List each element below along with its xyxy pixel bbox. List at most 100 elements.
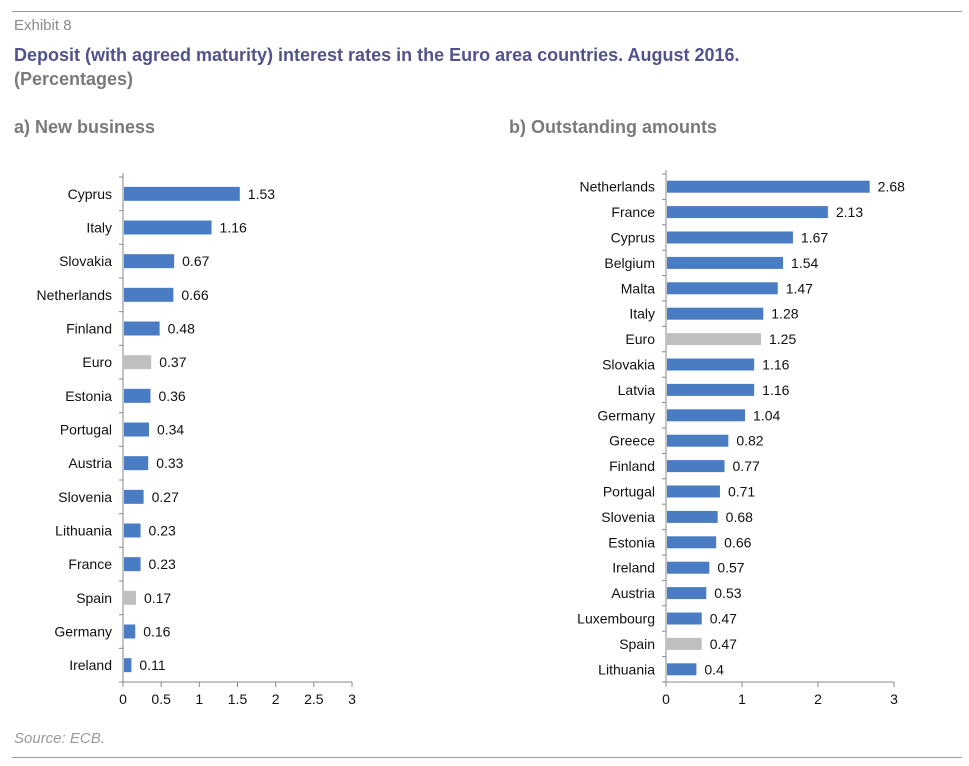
panel-b-data-label: 0.53 [714, 585, 741, 601]
panel-b-bar-germany [667, 409, 746, 422]
panel-a-category-label: France [68, 556, 112, 572]
panel-b-category-label: Latvia [618, 382, 656, 398]
panel-a-data-label: 0.66 [181, 287, 208, 303]
panel-b-bar-netherlands [667, 180, 870, 193]
panel-a-bar-cyprus [124, 186, 240, 201]
panel-a-bar-slovakia [124, 254, 175, 269]
panel-a-bar-france [124, 557, 141, 572]
panel-b-category-label: Spain [619, 636, 655, 652]
panel-a-category-label: Cyprus [68, 186, 112, 202]
panel-b-bar-lithuania [667, 663, 697, 676]
panel-b-data-label: 1.25 [769, 331, 796, 347]
panel-b-data-label: 1.16 [762, 382, 789, 398]
panel-a-bar-slovenia [124, 489, 144, 504]
panel-b-category-label: Malta [621, 280, 655, 296]
panel-a-x-tick-label: 2 [272, 691, 280, 707]
panel-b-bar-spain [667, 637, 702, 650]
panel-b-bar-belgium [667, 256, 784, 269]
panel-a-category-label: Germany [54, 624, 112, 640]
panel-b-data-label: 1.47 [786, 280, 813, 296]
panel-b-category-label: Netherlands [580, 179, 656, 195]
panel-b-category-label: Estonia [608, 534, 655, 550]
panel-b-data-label: 1.04 [753, 407, 780, 423]
panel-b-category-label: Finland [609, 458, 655, 474]
panel-b-category-label: Ireland [612, 560, 655, 576]
panel-b-bar-cyprus [667, 231, 793, 244]
panel-a-category-label: Austria [68, 455, 112, 471]
panel-a-bar-netherlands [124, 287, 174, 302]
panel-b-data-label: 0.66 [724, 534, 751, 550]
panel-b-data-label: 0.47 [710, 636, 737, 652]
panel-a-category-label: Euro [82, 354, 112, 370]
panel-b-data-label: 0.71 [728, 484, 755, 500]
panel-a-x-tick-label: 3 [348, 691, 356, 707]
panel-b-data-label: 1.28 [771, 306, 798, 322]
panel-b-data-label: 0.4 [704, 661, 724, 677]
panel-a-data-label: 1.53 [248, 186, 275, 202]
panel-b-category-label: Slovenia [601, 509, 655, 525]
panel-a-data-label: 1.16 [220, 220, 247, 236]
panel-b-data-label: 0.57 [717, 560, 744, 576]
panel-a-bar-lithuania [124, 523, 141, 538]
panel-b-data-label: 1.16 [762, 357, 789, 373]
panel-a-data-label: 0.16 [143, 624, 170, 640]
panel-b-bar-estonia [667, 536, 717, 549]
panel-a-category-label: Finland [66, 321, 112, 337]
panel-b-category-label: Lithuania [598, 661, 655, 677]
panel-b-bar-portugal [667, 485, 720, 498]
chart-subtitle: (Percentages) [14, 69, 134, 89]
panel-a-bar-italy [124, 220, 212, 235]
panel-a-bar-spain [124, 590, 136, 605]
panel-a-data-label: 0.23 [149, 523, 176, 539]
panel-b-category-label: Italy [629, 306, 655, 322]
panel-a-x-tick-label: 1.5 [228, 691, 248, 707]
panel-b-bar-austria [667, 587, 707, 600]
panel-a-category-label: Spain [76, 590, 112, 606]
panel-b-bar-slovakia [667, 358, 755, 371]
panel-a-bar-portugal [124, 422, 149, 437]
panel-a-category-label: Slovakia [59, 253, 112, 269]
panel-a-bar-finland [124, 321, 160, 336]
panel-b-category-label: Luxembourg [577, 611, 655, 627]
panel-a-x-tick-label: 0.5 [151, 691, 171, 707]
panel-a-bar-ireland [124, 658, 132, 673]
panel-b-data-label: 0.77 [733, 458, 760, 474]
panel-a-bar-austria [124, 456, 149, 471]
panel-b-bar-malta [667, 282, 778, 295]
panel-b-x-tick-label: 2 [814, 691, 822, 707]
panel-b-x-tick-label: 0 [662, 691, 670, 707]
panel-a-data-label: 0.11 [139, 657, 165, 673]
panel-a-x-tick-label: 0 [119, 691, 127, 707]
panel-b-bar-finland [667, 460, 725, 473]
panel-b-category-label: Austria [611, 585, 655, 601]
panel-a-data-label: 0.23 [149, 556, 176, 572]
panel-a-category-label: Lithuania [55, 523, 112, 539]
top-rule [12, 11, 962, 12]
panel-b-data-label: 0.82 [736, 433, 763, 449]
panel-b-bar-italy [667, 307, 764, 320]
panel-b-bar-ireland [667, 561, 710, 574]
panel-b-category-label: France [611, 204, 655, 220]
panel-a-category-label: Estonia [65, 388, 112, 404]
panel-a-data-label: 0.37 [159, 354, 186, 370]
panel-a-data-label: 0.48 [168, 321, 195, 337]
panel-b-bar-france [667, 206, 828, 219]
panel-b-bar-latvia [667, 383, 755, 396]
panel-b-category-label: Greece [609, 433, 655, 449]
panel-b-data-label: 1.67 [801, 230, 828, 246]
panel-b-bar-euro [667, 333, 761, 346]
panel-a-bar-germany [124, 624, 136, 639]
panel-b-data-label: 0.47 [710, 611, 737, 627]
panel-a-data-label: 0.36 [158, 388, 185, 404]
panel-b-category-label: Cyprus [611, 230, 655, 246]
panel-a-data-label: 0.27 [152, 489, 179, 505]
panel-b-data-label: 2.68 [878, 179, 905, 195]
panel-b-data-label: 2.13 [836, 204, 863, 220]
bottom-rule [12, 757, 962, 758]
panel-b-bar-luxembourg [667, 612, 702, 625]
panel-a-x-tick-label: 2.5 [304, 691, 324, 707]
panel-a-category-label: Portugal [60, 422, 112, 438]
panel-a-bar-estonia [124, 388, 151, 403]
panel-a-data-label: 0.67 [182, 253, 209, 269]
